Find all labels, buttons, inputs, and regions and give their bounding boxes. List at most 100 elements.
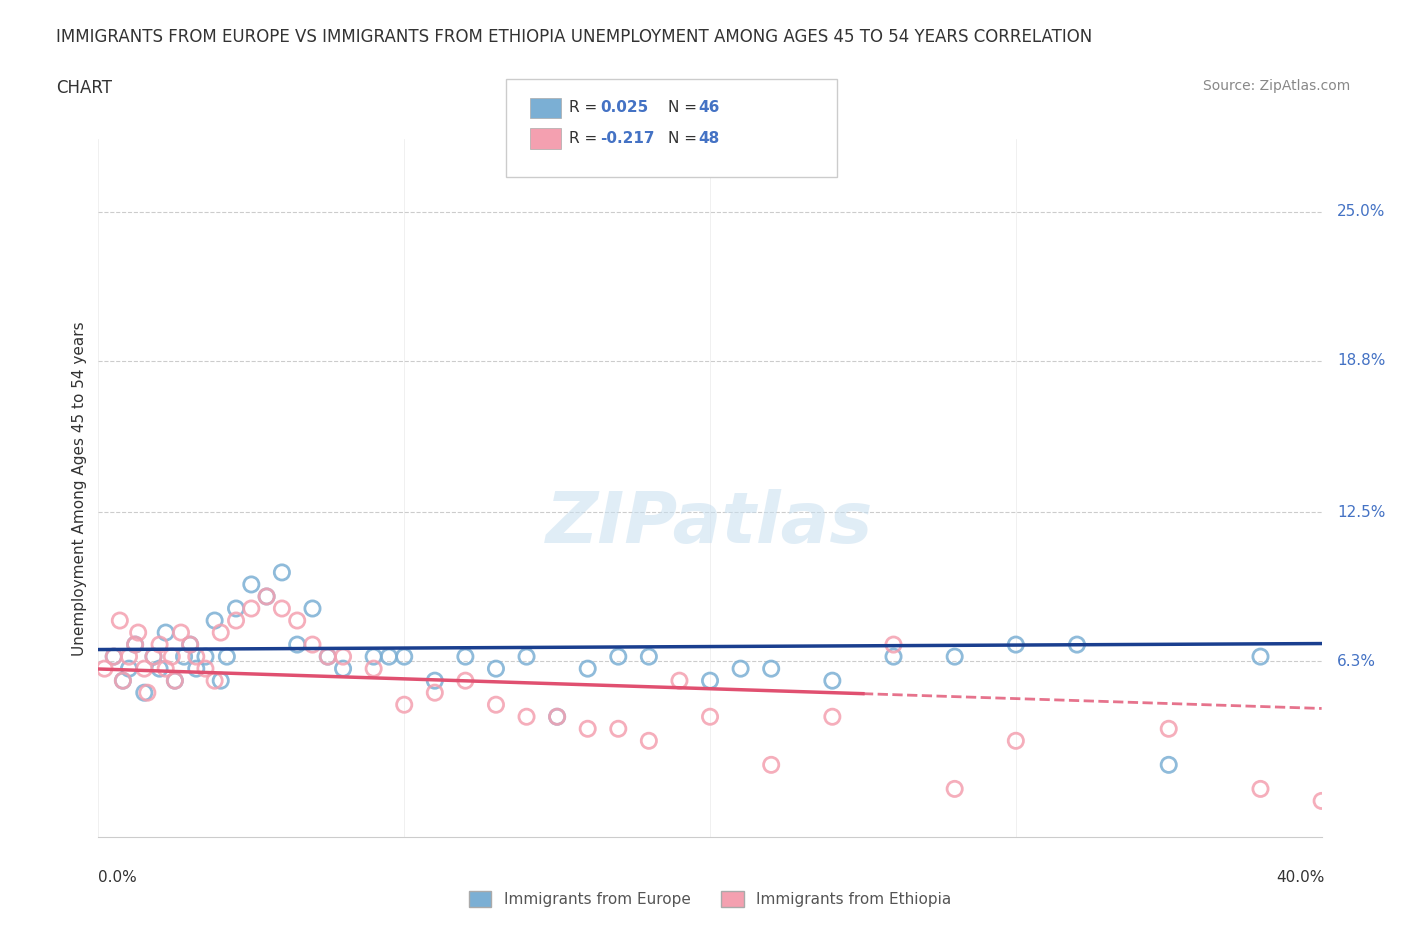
Point xyxy=(363,649,385,664)
Point xyxy=(179,637,201,652)
Text: R =: R = xyxy=(569,100,603,115)
Point xyxy=(485,661,508,676)
Point xyxy=(576,661,599,676)
Point xyxy=(204,613,226,628)
Text: 46: 46 xyxy=(699,100,720,115)
Point xyxy=(103,649,125,664)
Point xyxy=(423,685,446,700)
Point xyxy=(179,637,201,652)
Legend: Immigrants from Europe, Immigrants from Ethiopia: Immigrants from Europe, Immigrants from … xyxy=(463,884,957,913)
Point xyxy=(546,710,568,724)
Text: 25.0%: 25.0% xyxy=(1337,205,1385,219)
Point xyxy=(730,661,752,676)
Point xyxy=(134,661,156,676)
Point xyxy=(256,589,278,604)
Point xyxy=(637,649,661,664)
Point xyxy=(699,710,721,724)
Point xyxy=(149,637,172,652)
Point xyxy=(883,637,905,652)
Point xyxy=(301,601,323,616)
Point xyxy=(1249,781,1271,796)
Text: N =: N = xyxy=(668,100,702,115)
Text: 18.8%: 18.8% xyxy=(1337,353,1385,368)
Point xyxy=(637,734,661,749)
Text: 0.0%: 0.0% xyxy=(98,870,138,884)
Point xyxy=(103,649,125,664)
Text: R =: R = xyxy=(569,131,603,146)
Point xyxy=(194,661,217,676)
Point xyxy=(163,673,186,688)
Point xyxy=(209,625,232,640)
Point xyxy=(821,673,844,688)
Point xyxy=(316,649,339,664)
Point xyxy=(1004,734,1026,749)
Point xyxy=(392,649,416,664)
Point xyxy=(943,649,966,664)
Point xyxy=(204,673,226,688)
Text: 0.025: 0.025 xyxy=(600,100,648,115)
Point xyxy=(160,649,183,664)
Point xyxy=(225,601,247,616)
Point xyxy=(363,661,385,676)
Point xyxy=(607,722,630,737)
Text: ZIPatlas: ZIPatlas xyxy=(547,488,873,558)
Point xyxy=(173,649,195,664)
Point xyxy=(163,673,186,688)
Text: Source: ZipAtlas.com: Source: ZipAtlas.com xyxy=(1202,79,1350,93)
Point xyxy=(142,649,165,664)
Point xyxy=(194,649,217,664)
Point xyxy=(759,757,782,772)
Point xyxy=(668,673,690,688)
Point xyxy=(516,710,538,724)
Point xyxy=(1157,757,1180,772)
Point xyxy=(316,649,339,664)
Point xyxy=(423,673,446,688)
Point xyxy=(332,649,354,664)
Point xyxy=(270,565,292,580)
Y-axis label: Unemployment Among Ages 45 to 54 years: Unemployment Among Ages 45 to 54 years xyxy=(72,321,87,656)
Text: 12.5%: 12.5% xyxy=(1337,505,1385,520)
Point xyxy=(215,649,238,664)
Text: CHART: CHART xyxy=(56,79,112,97)
Point xyxy=(127,625,149,640)
Point xyxy=(1066,637,1088,652)
Point xyxy=(1310,793,1333,808)
Point xyxy=(149,661,172,676)
Text: IMMIGRANTS FROM EUROPE VS IMMIGRANTS FROM ETHIOPIA UNEMPLOYMENT AMONG AGES 45 TO: IMMIGRANTS FROM EUROPE VS IMMIGRANTS FRO… xyxy=(56,28,1092,46)
Point xyxy=(607,649,630,664)
Point xyxy=(118,649,141,664)
Point xyxy=(270,601,292,616)
Text: 40.0%: 40.0% xyxy=(1277,870,1324,884)
Point xyxy=(392,698,416,712)
Point xyxy=(759,661,782,676)
Point xyxy=(240,577,263,591)
Point xyxy=(1004,637,1026,652)
Point xyxy=(186,661,208,676)
Point xyxy=(285,637,308,652)
Point xyxy=(111,673,134,688)
Point xyxy=(883,649,905,664)
Point xyxy=(170,625,193,640)
Point xyxy=(209,673,232,688)
Point xyxy=(155,661,177,676)
Point xyxy=(516,649,538,664)
Point xyxy=(378,649,401,664)
Point xyxy=(301,637,323,652)
Point xyxy=(821,710,844,724)
Text: N =: N = xyxy=(668,131,702,146)
Point xyxy=(285,613,308,628)
Point xyxy=(240,601,263,616)
Point xyxy=(124,637,146,652)
Point xyxy=(454,673,477,688)
Point xyxy=(124,637,146,652)
Text: 48: 48 xyxy=(699,131,720,146)
Point xyxy=(118,661,141,676)
Point xyxy=(576,722,599,737)
Point xyxy=(256,589,278,604)
Point xyxy=(225,613,247,628)
Point xyxy=(1249,649,1271,664)
Point xyxy=(485,698,508,712)
Point xyxy=(186,649,208,664)
Point xyxy=(943,781,966,796)
Point xyxy=(108,613,131,628)
